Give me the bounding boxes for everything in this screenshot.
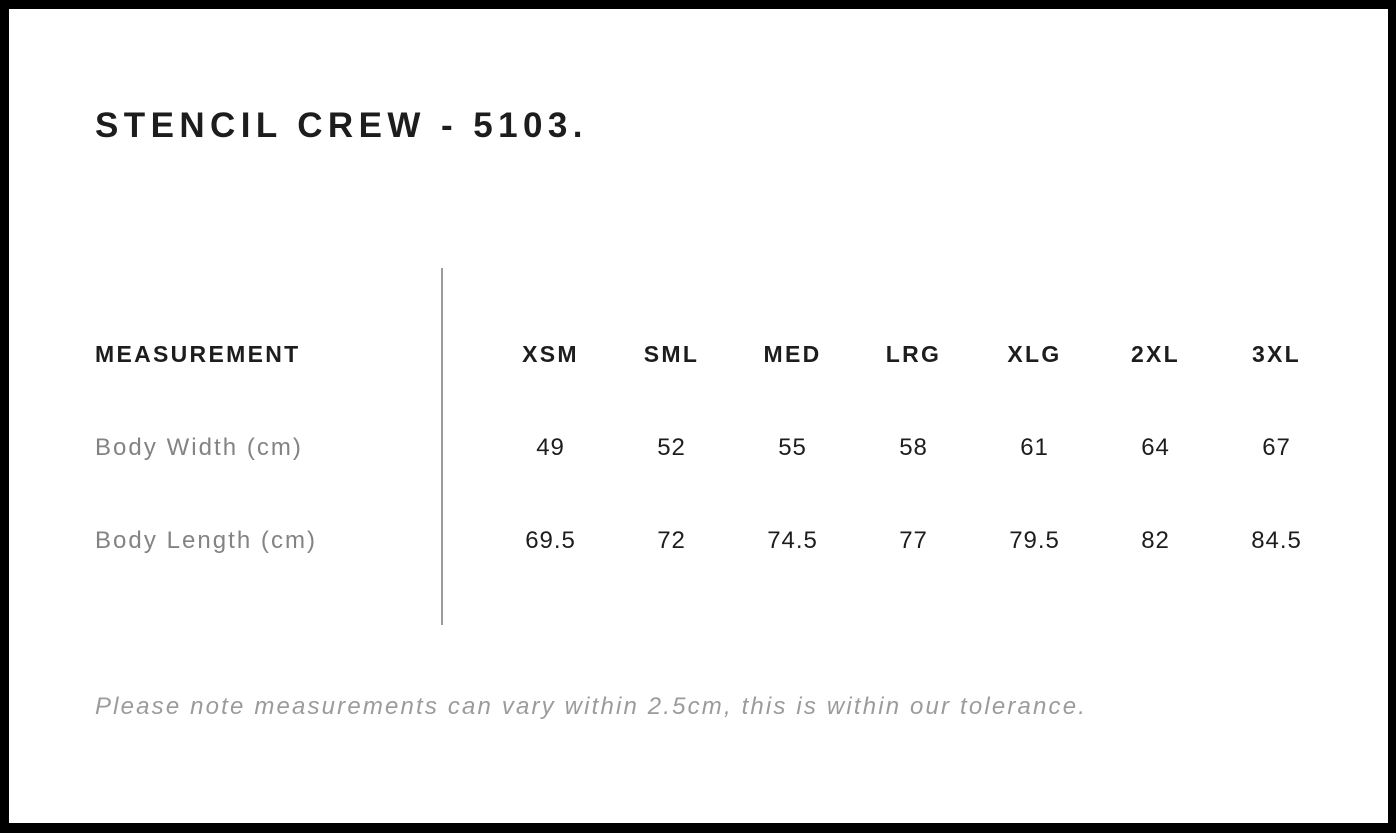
column-header-sml: SML xyxy=(643,341,700,367)
cell-body-length-lrg: 77 xyxy=(899,526,928,554)
column-header-3xl: 3XL xyxy=(1251,341,1302,367)
cell-body-width-med: 55 xyxy=(778,433,807,461)
table-row-body-width: Body Width (cm) 49 52 55 58 61 64 67 xyxy=(95,401,1338,494)
vertical-divider xyxy=(441,268,443,625)
size-header-group: XSM SML MED LRG XLG 2XL 3XL xyxy=(490,341,1337,368)
row-values-body-length: 69.5 72 74.5 77 79.5 82 84.5 xyxy=(490,527,1337,555)
cell-body-width-2xl: 64 xyxy=(1141,433,1170,461)
cell-body-length-xsm: 69.5 xyxy=(525,526,576,554)
row-label-body-width: Body Width (cm) xyxy=(95,433,303,461)
cell-body-length-2xl: 82 xyxy=(1141,526,1170,554)
row-values-body-width: 49 52 55 58 61 64 67 xyxy=(490,434,1337,462)
cell-body-width-sml: 52 xyxy=(657,433,686,461)
column-header-med: MED xyxy=(763,341,822,367)
cell-body-width-3xl: 67 xyxy=(1262,433,1291,461)
row-label-body-length: Body Length (cm) xyxy=(95,526,318,554)
page-title: STENCIL CREW - 5103. xyxy=(95,106,588,145)
cell-body-length-med: 74.5 xyxy=(767,526,818,554)
column-header-xsm: XSM xyxy=(522,341,579,367)
column-header-measurement: MEASUREMENT xyxy=(95,341,301,367)
column-header-2xl: 2XL xyxy=(1130,341,1181,367)
size-chart-table: MEASUREMENT XSM SML MED LRG XLG 2XL 3XL … xyxy=(95,268,1338,625)
cell-body-width-lrg: 58 xyxy=(899,433,928,461)
size-guide-content: STENCIL CREW - 5103. MEASUREMENT XSM SML… xyxy=(9,9,1388,823)
table-row-body-length: Body Length (cm) 69.5 72 74.5 77 79.5 82… xyxy=(95,494,1338,587)
cell-body-length-3xl: 84.5 xyxy=(1251,526,1302,554)
tolerance-note: Please note measurements can vary within… xyxy=(95,693,1088,720)
table-header-row: MEASUREMENT XSM SML MED LRG XLG 2XL 3XL xyxy=(95,308,1338,401)
column-header-xlg: XLG xyxy=(1007,341,1062,367)
cell-body-width-xlg: 61 xyxy=(1020,433,1049,461)
cell-body-width-xsm: 49 xyxy=(536,433,565,461)
cell-body-length-sml: 72 xyxy=(657,526,686,554)
cell-body-length-xlg: 79.5 xyxy=(1009,526,1060,554)
column-header-lrg: LRG xyxy=(885,341,942,367)
